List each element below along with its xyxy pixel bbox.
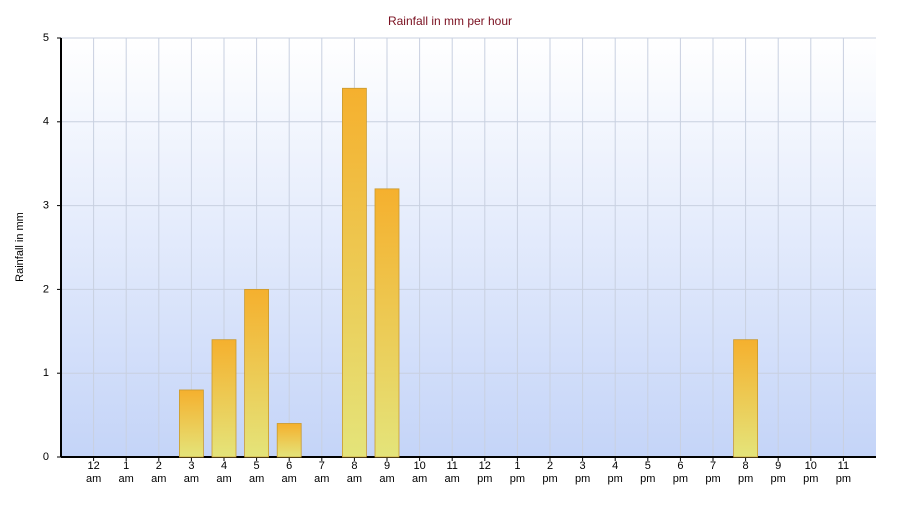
x-tick-label: 4 pm <box>607 460 623 485</box>
bar <box>178 389 204 458</box>
x-tick-label: 5 am <box>248 460 265 485</box>
chart-title: Rainfall in mm per hour <box>388 14 512 28</box>
bar <box>244 288 270 458</box>
x-tick-label: 7 am <box>314 460 330 485</box>
y-tick-label: 0 <box>43 451 49 463</box>
bar <box>211 339 237 458</box>
x-tick-label: 9 pm <box>770 460 786 485</box>
x-tick-label: 1 pm <box>509 460 526 485</box>
x-tick-label: 12 pm <box>477 460 493 485</box>
x-tick-label: 5 pm <box>640 460 656 485</box>
x-tick-label: 3 am <box>183 460 200 485</box>
x-tick-label: 6 pm <box>672 460 689 485</box>
x-tick-label: 12 am <box>85 460 102 485</box>
x-tick-label: 6 am <box>281 460 297 485</box>
x-tick-label: 10 am <box>411 460 428 485</box>
x-tick-label: 8 pm <box>737 460 754 485</box>
x-tick-label: 11 pm <box>835 460 852 485</box>
bar <box>733 339 758 458</box>
y-tick-label: 4 <box>43 116 49 128</box>
y-tick-label: 2 <box>43 283 49 295</box>
x-tick-label: 11 am <box>444 460 460 485</box>
x-tick-label: 2 pm <box>542 460 558 485</box>
x-tick-label: 8 am <box>346 460 363 485</box>
bar <box>374 188 400 458</box>
x-tick-label: 1 am <box>118 460 134 485</box>
y-tick-label: 3 <box>43 200 49 212</box>
y-tick-label: 1 <box>43 367 49 379</box>
bar <box>276 423 302 458</box>
bar <box>341 87 367 458</box>
x-tick-label: 9 am <box>379 460 395 485</box>
x-tick-label: 10 pm <box>803 460 819 485</box>
x-tick-label: 2 am <box>151 460 167 485</box>
x-tick-label: 7 pm <box>705 460 721 485</box>
y-axis-label: Rainfall in mm <box>14 212 26 282</box>
x-tick-label: 4 am <box>216 460 232 485</box>
x-tick-label: 3 pm <box>574 460 591 485</box>
y-tick-label: 5 <box>43 32 49 44</box>
